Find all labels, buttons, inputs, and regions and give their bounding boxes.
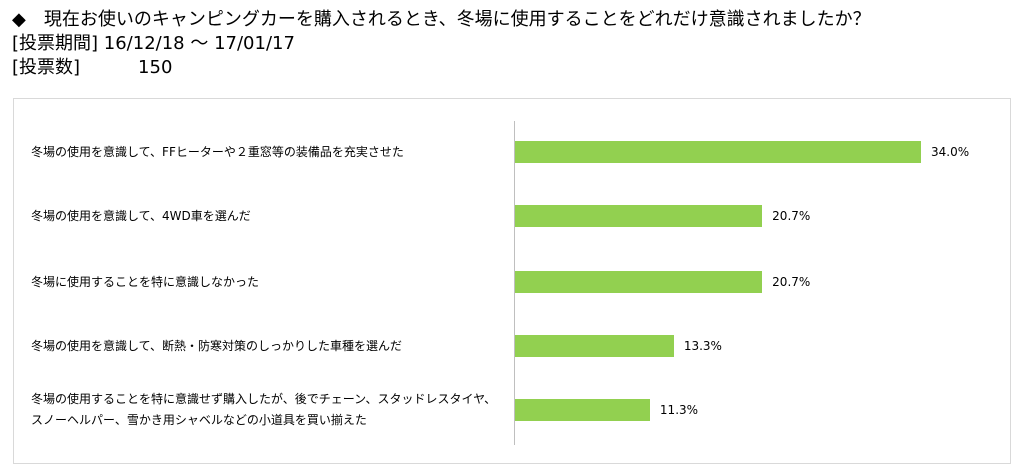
category-label: 冬場の使用を意識して、断熱・防寒対策のしっかりした車種を選んだ bbox=[31, 338, 403, 353]
data-label: 13.3% bbox=[683, 339, 722, 353]
vote-count-label: [投票数] bbox=[12, 57, 81, 78]
data-label: 34.0% bbox=[931, 145, 970, 159]
chart-header: ◆ 現在お使いのキャンピングカーを購入されるとき、冬場に使用することをどれだけ意… bbox=[12, 8, 1012, 80]
vote-count-value: 150 bbox=[138, 57, 173, 78]
category-axis-line bbox=[514, 121, 515, 445]
data-label: 20.7% bbox=[772, 275, 811, 289]
voting-period: [投票期間] 16/12/18 ～ 17/01/17 bbox=[12, 32, 1012, 56]
voting-period-value: 16/12/18 ～ 17/01/17 bbox=[103, 33, 295, 54]
survey-question: ◆ 現在お使いのキャンピングカーを購入されるとき、冬場に使用することをどれだけ意… bbox=[12, 9, 871, 30]
voting-period-label: [投票期間] bbox=[12, 33, 99, 54]
category-label: 冬場に使用することを特に意識しなかった bbox=[31, 274, 260, 289]
data-label: 20.7% bbox=[772, 209, 811, 223]
data-label: 11.3% bbox=[659, 403, 699, 417]
category-label: 冬場の使用することを特に意識せず購入したが、後でチェーン、スタッドレスタイヤ、ス… bbox=[31, 392, 497, 427]
category-label: 冬場の使用を意識して、4WD車を選んだ bbox=[31, 208, 251, 223]
bar bbox=[515, 335, 674, 357]
bar bbox=[515, 271, 763, 293]
bar bbox=[515, 399, 650, 421]
chart-frame bbox=[13, 98, 1011, 464]
bar bbox=[515, 141, 921, 163]
bar bbox=[515, 205, 763, 227]
category-label: 冬場の使用を意識して、FFヒーターや２重窓等の装備品を充実させた bbox=[31, 144, 404, 159]
vote-count: [投票数] 150 bbox=[12, 56, 1012, 80]
